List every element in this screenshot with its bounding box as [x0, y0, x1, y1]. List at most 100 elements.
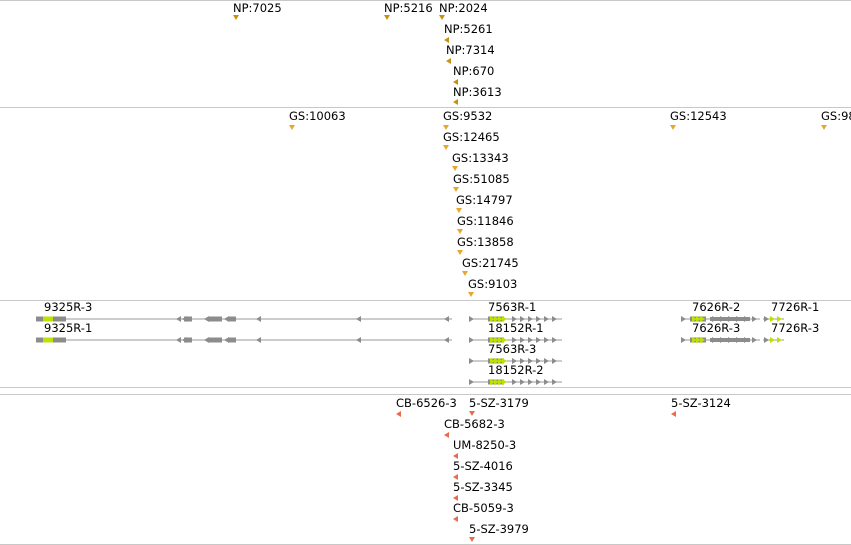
strand-arrow-icon — [456, 208, 462, 213]
gs-feature[interactable]: GS:98 — [821, 109, 851, 130]
strand-arrow-icon — [256, 316, 261, 322]
strand-arrow-icon — [443, 125, 449, 130]
strand-arrow-icon — [720, 316, 725, 322]
strand-arrow-icon — [439, 15, 445, 20]
gene-label[interactable]: 7563R-1 — [488, 300, 537, 314]
gene-label[interactable]: 9325R-1 — [44, 321, 93, 335]
gene-label[interactable]: 9325R-3 — [44, 300, 93, 314]
gs-feature[interactable]: GS:10063 — [289, 109, 346, 130]
probe-feature[interactable]: CB-5059-3 — [453, 502, 514, 522]
strand-arrow-icon — [552, 379, 557, 385]
strand-arrow-icon — [744, 337, 749, 343]
probe-feature[interactable]: 5-SZ-3124 — [671, 396, 731, 417]
gs-track: GS:10063 GS:9532 GS:12543 GS:98 GS:12465… — [0, 108, 851, 300]
strand-arrow-icon — [462, 271, 468, 276]
strand-arrow-icon — [770, 337, 775, 343]
np-feature[interactable]: NP:2024 — [439, 2, 488, 20]
exon-block — [43, 337, 53, 343]
strand-arrow-icon — [671, 411, 676, 417]
feature-label: CB-6526-3 — [396, 396, 457, 410]
gene-label[interactable]: 7726R-3 — [771, 321, 820, 335]
strand-arrow-icon — [512, 358, 517, 364]
strand-arrow-icon — [520, 337, 525, 343]
feature-label: GS:10063 — [289, 109, 346, 123]
gene-label[interactable]: 7563R-3 — [488, 342, 537, 356]
feature-label: GS:11846 — [457, 214, 514, 228]
strand-arrow-icon — [224, 337, 229, 343]
strand-arrow-icon — [469, 537, 475, 542]
strand-arrow-icon — [446, 58, 451, 64]
strand-arrow-icon — [528, 316, 533, 322]
strand-arrow-icon — [502, 337, 507, 343]
track-separator — [0, 0, 851, 1]
strand-arrow-icon — [356, 337, 361, 343]
feature-label: 5-SZ-3124 — [671, 396, 731, 410]
strand-arrow-icon — [490, 337, 495, 343]
strand-arrow-icon — [552, 337, 557, 343]
exon-block — [184, 337, 192, 343]
strand-arrow-icon — [502, 316, 507, 322]
strand-arrow-icon — [468, 292, 474, 297]
strand-arrow-icon — [444, 316, 449, 322]
gs-feature[interactable]: GS:12465 — [443, 131, 500, 150]
np-feature[interactable]: NP:5216 — [384, 2, 433, 20]
strand-arrow-icon — [544, 316, 549, 322]
strand-arrow-icon — [469, 316, 474, 322]
strand-arrow-icon — [681, 337, 686, 343]
probe-feature[interactable]: UM-8250-3 — [453, 439, 516, 459]
feature-label: NP:670 — [453, 64, 495, 78]
strand-arrow-icon — [469, 337, 474, 343]
feature-label: NP:3613 — [453, 85, 502, 99]
strand-arrow-icon — [494, 337, 499, 343]
probe-feature[interactable]: 5-SZ-4016 — [453, 460, 513, 480]
gs-feature[interactable]: GS:9103 — [468, 278, 517, 297]
strand-arrow-icon — [396, 411, 401, 417]
np-feature[interactable]: NP:670 — [453, 64, 495, 85]
gene-track: 9325R-3 9325R-1 7563R-1 18152R-1 7563R-3… — [0, 300, 851, 387]
strand-arrow-icon — [536, 379, 541, 385]
strand-arrow-icon — [544, 337, 549, 343]
feature-label: GS:98 — [821, 109, 851, 123]
strand-arrow-icon — [752, 337, 757, 343]
gs-feature[interactable]: GS:9532 — [443, 110, 492, 130]
probe-feature[interactable]: 5-SZ-3345 — [453, 481, 513, 501]
strand-arrow-icon — [498, 337, 503, 343]
probe-feature[interactable]: 5-SZ-3179 — [469, 396, 529, 416]
probe-feature[interactable]: CB-5682-3 — [444, 417, 505, 438]
strand-arrow-icon — [490, 358, 495, 364]
np-feature[interactable]: NP:5261 — [444, 23, 493, 43]
probe-feature[interactable]: CB-6526-3 — [396, 396, 457, 417]
gs-feature[interactable]: GS:51085 — [453, 172, 510, 192]
strand-arrow-icon — [444, 337, 449, 343]
gs-feature[interactable]: GS:11846 — [457, 214, 514, 234]
feature-label: GS:51085 — [453, 172, 510, 186]
probe-feature[interactable]: 5-SZ-3979 — [469, 523, 529, 542]
np-feature[interactable]: NP:7025 — [233, 2, 282, 20]
track-separator — [0, 394, 851, 395]
gs-feature[interactable]: GS:13858 — [457, 236, 514, 255]
strand-arrow-icon — [498, 358, 503, 364]
feature-label: 5-SZ-3179 — [469, 396, 529, 410]
gene-label[interactable]: 7626R-2 — [692, 300, 741, 314]
gene-label[interactable]: 18152R-1 — [488, 321, 544, 335]
gene-label[interactable]: 18152R-2 — [488, 363, 544, 377]
strand-arrow-icon — [498, 316, 503, 322]
gene-models — [36, 316, 784, 385]
feature-label: CB-5682-3 — [444, 417, 505, 431]
gs-feature[interactable]: GS:21745 — [462, 257, 519, 276]
gs-feature[interactable]: GS:14797 — [456, 194, 513, 213]
np-feature[interactable]: NP:3613 — [453, 85, 502, 105]
strand-arrow-icon — [528, 337, 533, 343]
gene-label[interactable]: 7726R-1 — [771, 300, 820, 314]
gs-feature[interactable]: GS:13343 — [452, 152, 509, 171]
strand-arrow-icon — [770, 316, 775, 322]
strand-arrow-icon — [469, 411, 475, 416]
strand-arrow-icon — [453, 79, 458, 85]
gene-label[interactable]: 7626R-3 — [692, 321, 741, 335]
track-separator — [0, 300, 851, 301]
strand-arrow-icon — [696, 316, 701, 322]
gs-feature[interactable]: GS:12543 — [670, 110, 727, 130]
np-feature[interactable]: NP:7314 — [446, 44, 495, 64]
strand-arrow-icon — [453, 495, 458, 501]
strand-arrow-icon — [728, 316, 733, 322]
